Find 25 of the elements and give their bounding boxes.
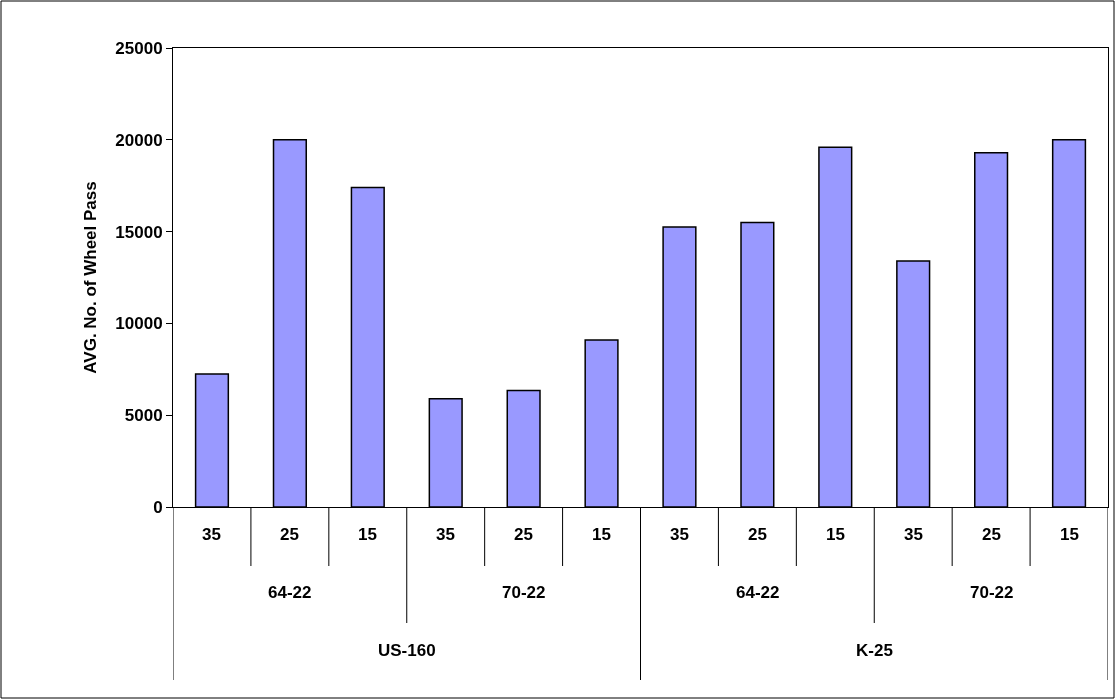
x-tick-label: 25 <box>514 525 533 544</box>
y-tick-label: 20000 <box>115 130 163 150</box>
y-tick-label: 25000 <box>115 38 163 58</box>
x-tick-label: 15 <box>1060 525 1079 544</box>
text: K-25 <box>856 641 893 660</box>
x-tick-label: 25 <box>748 525 767 544</box>
x-tick-label: 35 <box>436 525 455 544</box>
text: 64-22 <box>736 583 780 602</box>
y-tick-label: 10000 <box>115 314 163 334</box>
y-tick-label: 5000 <box>124 406 163 426</box>
x-tick-label: 35 <box>202 525 221 544</box>
x-tick-label: 35 <box>904 525 923 544</box>
x-tick-label: 25 <box>280 525 299 544</box>
y-tick-label: 15000 <box>115 222 163 242</box>
text: US-160 <box>378 641 436 660</box>
x-tick-label: 15 <box>592 525 611 544</box>
x-tick-label: 35 <box>670 525 689 544</box>
text: 70-22 <box>502 583 546 602</box>
x-tick-label: 15 <box>358 525 377 544</box>
text: 70-22 <box>970 583 1014 602</box>
y-tick-label: 0 <box>153 497 163 517</box>
x-tick-label: 15 <box>826 525 845 544</box>
x-tick-label: 25 <box>982 525 1001 544</box>
text: 64-22 <box>268 583 312 602</box>
y-axis-title: AVG. No. of Wheel Pass <box>80 181 100 374</box>
